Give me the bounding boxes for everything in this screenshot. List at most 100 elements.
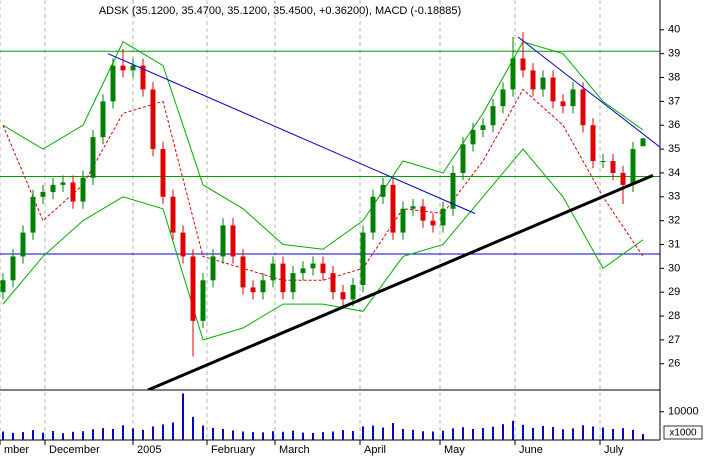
candle-body xyxy=(340,292,346,300)
volume-unit: x1000 xyxy=(669,428,697,439)
volume-bar xyxy=(412,429,414,440)
volume-bar xyxy=(112,428,114,440)
x-tick-label: December xyxy=(49,444,100,456)
candle-body xyxy=(310,263,316,269)
y-tick-label: 31 xyxy=(668,238,680,250)
x-tick-label: 2005 xyxy=(137,444,161,456)
candle-body xyxy=(10,256,16,281)
candle-body xyxy=(460,144,466,173)
indicator-line xyxy=(2,148,644,341)
volume-bar xyxy=(232,430,234,440)
candle-body xyxy=(130,65,136,71)
candle-body xyxy=(620,172,626,185)
volume-bar xyxy=(302,432,304,440)
volume-bar xyxy=(332,431,334,440)
candle-body xyxy=(500,89,506,107)
candle-body xyxy=(250,287,256,293)
volume-bar xyxy=(452,428,454,440)
volume-bar xyxy=(262,432,264,440)
candle-body xyxy=(380,184,386,197)
candle-body xyxy=(50,184,56,193)
y-tick-label: 38 xyxy=(668,71,680,83)
volume-bar xyxy=(32,430,34,440)
candle-body xyxy=(280,263,286,293)
candle-body xyxy=(390,184,396,233)
y-tick-label: 34 xyxy=(668,167,680,179)
volume-bar xyxy=(242,431,244,440)
volume-bar xyxy=(382,427,384,440)
volume-bar xyxy=(422,431,424,440)
volume-bar xyxy=(502,424,504,440)
candle-body xyxy=(220,225,226,257)
candle-body xyxy=(30,196,36,233)
candle-body xyxy=(230,225,236,257)
candle-body xyxy=(610,161,616,173)
candle-body xyxy=(270,263,276,281)
volume-bar xyxy=(172,422,174,440)
volume-bar xyxy=(582,425,584,440)
candle-body xyxy=(550,77,556,102)
volume-bar xyxy=(2,431,4,440)
volume-bar xyxy=(632,429,634,440)
volume-bar xyxy=(612,428,614,440)
volume-bar xyxy=(392,423,394,440)
candle-body xyxy=(450,172,456,209)
volume-bar xyxy=(52,430,54,440)
trend-line xyxy=(517,36,660,148)
candle-body xyxy=(210,256,216,281)
y-tick-label: 27 xyxy=(668,334,680,346)
candle-body xyxy=(560,101,566,107)
volume-bar xyxy=(512,420,514,440)
price-panel xyxy=(0,32,660,390)
x-tick-label: June xyxy=(519,444,543,456)
volume-bar xyxy=(642,434,644,440)
candle-body xyxy=(590,125,596,162)
candle-body xyxy=(570,89,576,107)
candle-body xyxy=(200,280,206,321)
volume-bar xyxy=(532,427,534,440)
volume-bar xyxy=(282,431,284,440)
volume-tick-label: 10000 xyxy=(668,406,699,418)
x-tick-label: mber xyxy=(4,444,29,456)
candle-body xyxy=(180,232,186,257)
y-tick-label: 35 xyxy=(668,143,680,155)
y-tick-label: 26 xyxy=(668,358,680,370)
volume-bar xyxy=(562,429,564,440)
candle-body xyxy=(90,137,96,178)
candle-body xyxy=(260,280,266,293)
axes: 26 27 28 29 30 31 32 33 34 35 36 37 38 39 40 mber Decemb… xyxy=(0,24,699,456)
volume-bar xyxy=(62,433,64,440)
candle-body xyxy=(60,182,66,185)
volume-bar xyxy=(462,427,464,440)
volume-bar xyxy=(192,416,194,440)
y-tick-label: 33 xyxy=(668,191,680,203)
volume-panel xyxy=(2,393,644,440)
volume-bar xyxy=(472,428,474,440)
candle-body xyxy=(400,208,406,233)
volume-bar xyxy=(492,426,494,440)
volume-bar xyxy=(552,427,554,440)
y-tick-label: 32 xyxy=(668,215,680,227)
candle-body xyxy=(140,65,146,90)
indicator-line xyxy=(2,88,644,281)
y-tick-label: 36 xyxy=(668,119,680,131)
volume-bar xyxy=(72,431,74,440)
volume-bar xyxy=(92,429,94,440)
candle-body xyxy=(70,182,76,202)
volume-bar xyxy=(312,432,314,440)
candle-body xyxy=(410,206,416,209)
candle-body xyxy=(170,196,176,233)
candle-body xyxy=(320,263,326,274)
y-tick-label: 40 xyxy=(668,24,680,36)
candle-body xyxy=(350,285,356,300)
y-tick-label: 30 xyxy=(668,262,680,274)
candle-body xyxy=(80,177,86,202)
volume-bar xyxy=(482,428,484,440)
volume-bar xyxy=(202,425,204,440)
volume-bar xyxy=(342,430,344,440)
volume-bar xyxy=(372,425,374,440)
candle-body xyxy=(300,268,306,274)
volume-bar xyxy=(132,428,134,440)
volume-bar xyxy=(102,428,104,440)
